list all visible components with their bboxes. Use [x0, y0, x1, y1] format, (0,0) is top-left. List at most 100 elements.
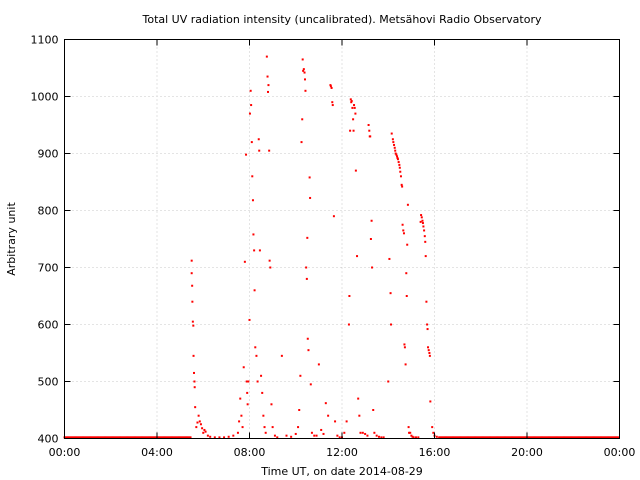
baseline-point	[519, 436, 522, 439]
baseline-point	[114, 436, 117, 439]
baseline-point	[587, 436, 590, 439]
baseline-point	[600, 436, 602, 439]
baseline-point	[557, 436, 560, 439]
data-point	[242, 366, 245, 369]
baseline-point	[484, 436, 487, 439]
data-point	[420, 214, 423, 217]
baseline-point	[561, 436, 564, 439]
data-point	[246, 391, 249, 394]
baseline-point	[134, 436, 137, 439]
data-point	[403, 343, 406, 346]
baseline-point	[438, 436, 441, 439]
data-point	[248, 318, 251, 321]
baseline-point	[121, 436, 124, 439]
baseline-point	[122, 436, 125, 439]
data-point	[417, 436, 420, 439]
baseline-point	[495, 436, 498, 439]
data-point	[191, 300, 194, 303]
baseline-point	[571, 436, 574, 439]
baseline-point	[568, 436, 571, 439]
data-point	[435, 435, 438, 438]
baseline-point	[128, 436, 131, 439]
baseline-point	[498, 436, 501, 439]
x-tick-label: 16:00	[419, 446, 451, 459]
baseline-point	[65, 436, 68, 439]
y-tick-label: 800	[38, 205, 59, 218]
baseline-point	[125, 436, 128, 439]
baseline-point	[164, 436, 167, 439]
baseline-point	[491, 436, 494, 439]
baseline-point	[594, 436, 597, 439]
data-point	[393, 143, 396, 146]
baseline-point	[574, 436, 577, 439]
baseline-point	[119, 436, 121, 439]
baseline-point	[517, 436, 520, 439]
baseline-point	[524, 436, 527, 439]
baseline-point	[595, 436, 598, 439]
data-point	[232, 434, 235, 437]
x-tick-label: 12:00	[326, 446, 358, 459]
data-point	[394, 149, 397, 152]
baseline-point	[609, 436, 612, 439]
baseline-point	[66, 436, 69, 439]
data-point	[256, 380, 259, 383]
baseline-point	[454, 436, 457, 439]
data-point	[264, 431, 267, 434]
baseline-point	[605, 436, 608, 439]
baseline-point	[99, 436, 102, 439]
data-point	[191, 320, 194, 323]
data-point	[345, 420, 348, 423]
baseline-point	[150, 436, 153, 439]
baseline-point	[445, 436, 448, 439]
data-point	[195, 426, 198, 429]
data-point	[329, 85, 332, 88]
baseline-point	[132, 436, 135, 439]
baseline-point	[613, 436, 616, 439]
baseline-point	[598, 436, 601, 439]
x-tick-label: 04:00	[141, 446, 173, 459]
data-point	[387, 380, 390, 383]
data-point	[338, 436, 341, 439]
data-point	[405, 272, 408, 275]
data-point	[349, 98, 352, 101]
baseline-point	[616, 436, 619, 439]
data-point	[267, 90, 269, 93]
data-point	[253, 289, 256, 292]
data-point	[243, 260, 246, 263]
baseline-point	[186, 436, 189, 439]
baseline-point	[174, 436, 177, 439]
data-point	[300, 141, 303, 144]
data-point	[198, 420, 201, 423]
baseline-point	[544, 436, 547, 439]
data-point	[241, 426, 244, 429]
data-point	[267, 84, 270, 87]
baseline-point	[612, 436, 615, 439]
data-point	[358, 414, 361, 417]
baseline-point	[586, 436, 589, 439]
data-point	[303, 71, 306, 74]
baseline-point	[547, 436, 550, 439]
baseline-point	[567, 436, 570, 439]
data-point	[261, 391, 264, 394]
data-point	[252, 233, 255, 236]
data-point	[298, 409, 301, 411]
baseline-point	[144, 436, 147, 439]
data-point	[302, 69, 305, 72]
baseline-point	[441, 436, 444, 439]
data-point	[218, 436, 221, 439]
data-point	[405, 295, 408, 297]
data-point	[401, 223, 404, 226]
data-point	[368, 129, 371, 132]
data-point	[193, 380, 196, 383]
data-point	[238, 420, 241, 423]
data-point	[411, 435, 414, 438]
baseline-point	[124, 436, 127, 439]
baseline-point	[92, 436, 95, 439]
data-point	[369, 238, 372, 240]
data-point	[398, 163, 401, 166]
baseline-point	[564, 436, 567, 439]
baseline-point	[489, 436, 491, 439]
data-point	[209, 435, 212, 438]
baseline-point	[541, 436, 544, 439]
data-point	[406, 203, 409, 206]
